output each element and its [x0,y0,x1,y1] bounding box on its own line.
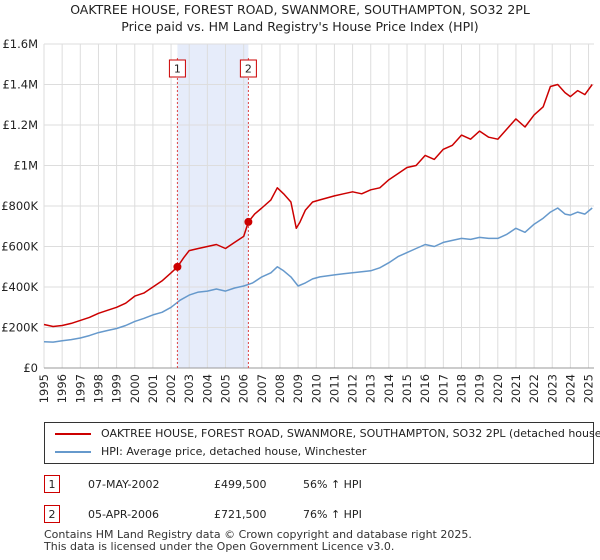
legend-swatch-property [55,433,91,435]
x-tick-label: 2010 [309,374,323,403]
x-tick-label: 2011 [327,374,341,403]
y-tick-label: £600K [1,240,38,254]
transaction-hpi: 56% ↑ HPI [303,478,362,491]
chart-title: OAKTREE HOUSE, FOREST ROAD, SWANMORE, SO… [70,2,530,17]
transaction-price: £499,500 [214,478,267,491]
x-tick-label: 2001 [146,374,160,403]
chart-legend: OAKTREE HOUSE, FOREST ROAD, SWANMORE, SO… [44,422,600,464]
transaction-badge: 2 [44,505,60,523]
sale-label: 1 [174,63,181,76]
sale-label-box [168,59,186,78]
x-tick-label: 2004 [200,374,214,403]
x-tick-label: 1996 [55,374,69,403]
x-tick-label: 2015 [400,374,414,403]
y-tick-label: £1M [13,159,38,173]
chart-subtitle: Price paid vs. HM Land Registry's House … [121,19,479,34]
x-tick-label: 2018 [454,374,468,403]
series-line-hpi [43,207,593,343]
x-tick-label: 2002 [164,374,178,403]
x-tick-label: 1999 [110,374,124,403]
x-tick-label: 1998 [91,374,105,403]
transaction-row: 1 07-MAY-2002 £499,500 56% ↑ HPI [44,475,444,495]
legend-label-hpi: HPI: Average price, detached house, Winc… [101,445,367,458]
x-tick-label: 2012 [346,374,360,403]
y-tick-label: £1.2M [2,118,38,132]
x-tick-label: 1995 [37,374,51,403]
x-tick-label: 2000 [128,374,142,403]
legend-label-property: OAKTREE HOUSE, FOREST ROAD, SWANMORE, SO… [101,427,600,440]
y-tick-label: £800K [1,199,38,213]
transaction-row: 2 05-APR-2006 £721,500 76% ↑ HPI [44,505,444,525]
legend-swatch-hpi [55,451,91,453]
transaction-badge: 1 [44,475,60,493]
transaction-date: 05-APR-2006 [88,508,160,521]
sale-label: 2 [245,63,252,76]
y-tick-label: £200K [1,321,38,335]
x-tick-label: 2003 [182,374,196,403]
y-tick-label: £1.6M [2,37,38,51]
x-tick-label: 2023 [545,374,559,403]
footer-copyright: Contains HM Land Registry data © Crown c… [44,528,472,541]
x-tick-label: 2005 [219,374,233,403]
x-tick-label: 2020 [491,374,505,403]
x-tick-label: 2017 [436,374,450,403]
x-tick-label: 2014 [382,374,396,403]
x-tick-label: 2024 [563,374,577,403]
y-tick-label: £400K [1,280,38,294]
price-chart: £0 £200K £400K £600K £800K £1M £1.2M £1.4M £1.6M… [1,37,596,403]
x-tick-label: 2025 [582,374,596,403]
footer-licence: This data is licensed under the Open Gov… [44,540,395,553]
transaction-hpi: 76% ↑ HPI [303,508,362,521]
x-tick-label: 1997 [73,374,87,403]
x-tick-label: 2016 [418,374,432,403]
legend-entry-hpi: HPI: Average price, detached house, Winc… [45,443,593,461]
x-tick-label: 2013 [364,374,378,403]
x-tick-label: 2008 [273,374,287,403]
sale-label-box [239,59,257,78]
legend-entry-property: OAKTREE HOUSE, FOREST ROAD, SWANMORE, SO… [45,425,600,443]
x-tick-label: 2022 [527,374,541,403]
x-tick-label: 2009 [291,374,305,403]
y-tick-label: £0 [23,361,38,375]
footer: Contains HM Land Registry data © Crown c… [44,529,472,553]
transaction-date: 07-MAY-2002 [88,478,160,491]
x-tick-label: 2021 [509,374,523,403]
x-tick-label: 2007 [255,374,269,403]
sale-point [244,217,253,226]
x-tick-label: 2019 [473,374,487,403]
series-line-property [43,83,593,328]
y-tick-label: £1.4M [2,78,38,92]
x-tick-label: 2006 [237,374,251,403]
transaction-price: £721,500 [214,508,267,521]
sale-point [173,262,182,271]
